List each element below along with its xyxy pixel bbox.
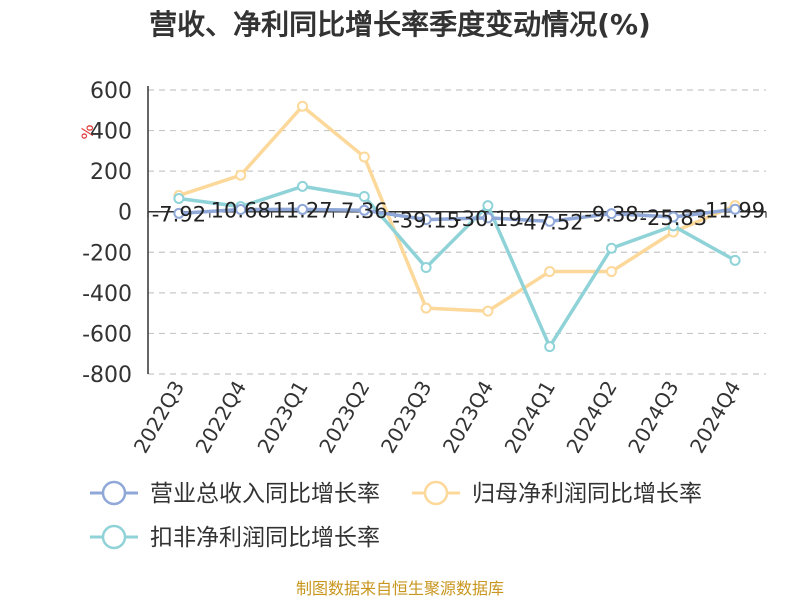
series-lines <box>173 100 741 353</box>
y-tick-label: -400 <box>82 282 132 307</box>
data-point <box>297 203 308 215</box>
x-tick-label: 2023Q1 <box>252 377 312 458</box>
x-tick-label: 2023Q2 <box>314 377 374 458</box>
legend-item: 营业总收入同比增长率 <box>90 480 380 507</box>
legend-item: 归母净利润同比增长率 <box>412 480 702 507</box>
series-line <box>178 184 736 349</box>
data-label: -9.38 <box>584 203 638 227</box>
x-tick-label: 2023Q3 <box>376 377 436 458</box>
data-point <box>606 266 617 278</box>
data-point <box>482 200 494 212</box>
data-point <box>544 341 556 353</box>
data-point <box>729 203 741 215</box>
legend-label: 归母净利润同比增长率 <box>472 481 702 507</box>
data-point <box>667 211 679 223</box>
data-label: 7.36 <box>341 199 388 223</box>
data-point <box>420 262 432 273</box>
data-point <box>544 215 556 227</box>
data-point <box>420 302 432 314</box>
data-point <box>358 151 370 163</box>
data-point <box>420 214 432 226</box>
legend-item: 扣非净利润同比增长率 <box>90 524 380 551</box>
legend-swatch-marker <box>101 480 127 506</box>
data-point <box>358 204 370 216</box>
data-point <box>606 242 617 254</box>
x-tick-label: 2024Q1 <box>500 377 560 458</box>
legend-label: 扣非净利润同比增长率 <box>150 525 380 551</box>
y-tick-label: 400 <box>90 120 132 145</box>
data-label: -39.15 <box>392 209 460 233</box>
y-tick-label: -200 <box>82 241 132 266</box>
data-label: 11.99 <box>705 198 765 222</box>
data-label: -47.52 <box>516 210 584 234</box>
data-label: 11.27 <box>272 198 332 222</box>
data-point <box>235 169 247 181</box>
data-label: -30.19 <box>454 207 522 231</box>
data-point <box>482 305 494 317</box>
data-point <box>358 191 370 202</box>
data-point <box>173 207 185 219</box>
data-point <box>482 212 494 224</box>
data-label: -25.83 <box>639 206 707 230</box>
x-tick-label: 2023Q4 <box>438 377 498 458</box>
legend-swatch-marker <box>101 524 127 550</box>
legend-label: 营业总收入同比增长率 <box>150 481 380 507</box>
data-labels: -7.92 10.68 11.27 7.36 -39.15-30.19-47.52 -9.… <box>152 198 765 234</box>
data-point <box>297 100 308 112</box>
y-tick-label: 600 <box>90 79 132 104</box>
data-label: -7.92 <box>152 202 206 226</box>
x-tick-label: 2022Q3 <box>129 377 189 458</box>
data-point <box>235 204 247 216</box>
legend-swatch-marker <box>423 480 449 506</box>
y-axis-unit: % <box>78 124 97 139</box>
series-line <box>178 207 736 224</box>
data-point <box>606 208 617 220</box>
x-tick-label: 2024Q3 <box>623 377 683 458</box>
y-tick-label: -800 <box>82 363 132 388</box>
y-tick-label: 0 <box>118 201 132 226</box>
x-tick-label: 2022Q4 <box>191 377 251 458</box>
series-line <box>178 104 736 313</box>
chart-title: 营收、净利同比增长率季度变动情况(%) <box>149 8 651 41</box>
data-point <box>729 254 741 266</box>
y-tick-label: 200 <box>90 160 132 185</box>
y-tick-label: -600 <box>82 322 132 347</box>
x-tick-label: 2024Q4 <box>685 377 745 458</box>
x-tick-label: 2024Q2 <box>561 377 621 458</box>
data-point <box>544 266 556 278</box>
data-point <box>297 180 308 192</box>
source-note: 制图数据来自恒生聚源数据库 <box>296 579 504 598</box>
data-point <box>173 193 185 205</box>
data-label: 10.68 <box>211 199 271 223</box>
